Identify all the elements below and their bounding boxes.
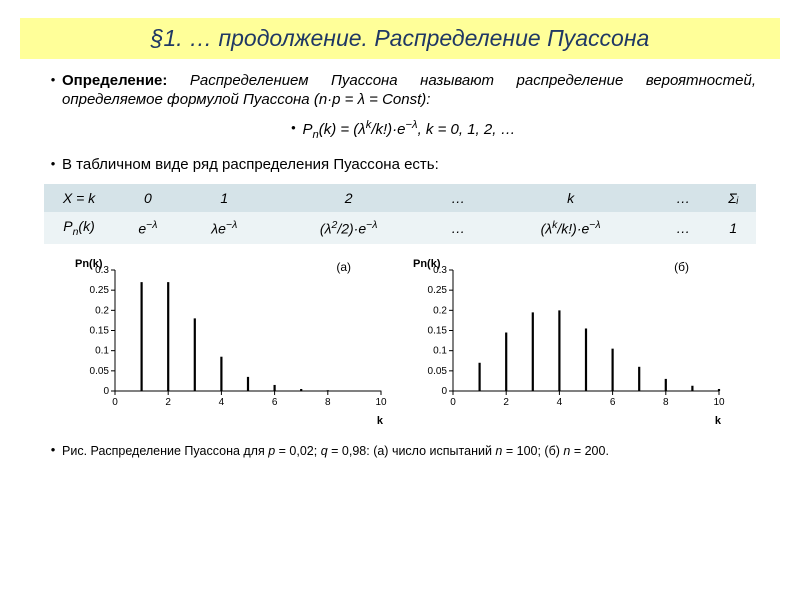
svg-text:0.25: 0.25	[90, 285, 110, 296]
page-title: §1. … продолжение. Распределение Пуассон…	[20, 18, 780, 59]
definition-row: • Определение: Распределением Пуассона н…	[44, 71, 756, 109]
table-cell: …	[431, 212, 486, 244]
svg-text:0.05: 0.05	[428, 366, 448, 377]
chart-a: Pn(k) (а) 024681000.050.10.150.20.250.3 …	[71, 258, 391, 423]
bullet-icon: •	[44, 443, 62, 457]
svg-text:0.05: 0.05	[90, 366, 110, 377]
charts-panel: Pn(k) (а) 024681000.050.10.150.20.250.3 …	[44, 258, 756, 423]
content: • Определение: Распределением Пуассона н…	[0, 71, 800, 459]
svg-text:6: 6	[610, 397, 616, 408]
svg-text:0.2: 0.2	[433, 305, 447, 316]
chart-b-ylabel: Pn(k)	[413, 258, 441, 270]
table-header-cell: 1	[182, 184, 267, 212]
table-cell: λe−λ	[182, 212, 267, 244]
chart-a-xlabel: k	[377, 415, 383, 427]
table-cell: 1	[711, 212, 756, 244]
table-header-row: X = k012…k…Σᵢ	[44, 184, 756, 212]
svg-text:0.1: 0.1	[433, 345, 447, 356]
svg-text:6: 6	[272, 397, 278, 408]
table-header-cell: 0	[114, 184, 182, 212]
distribution-table: X = k012…k…Σᵢ Pn(k)e−λλe−λ(λ2/2)·e−λ…(λk…	[44, 184, 756, 244]
table-cell: (λk/k!)·e−λ	[486, 212, 656, 244]
chart-b-svg: 024681000.050.10.150.20.250.3	[409, 258, 729, 413]
svg-text:0: 0	[441, 386, 447, 397]
svg-text:2: 2	[165, 397, 171, 408]
svg-text:0.2: 0.2	[95, 305, 109, 316]
svg-text:10: 10	[375, 397, 387, 408]
bullet-icon: •	[284, 119, 302, 137]
table-body-row: Pn(k)e−λλe−λ(λ2/2)·e−λ…(λk/k!)·e−λ…1	[44, 212, 756, 244]
chart-a-svg: 024681000.050.10.150.20.250.3	[71, 258, 391, 413]
svg-text:4: 4	[219, 397, 225, 408]
svg-text:8: 8	[663, 397, 669, 408]
chart-b: Pn(k) (б) 024681000.050.10.150.20.250.3 …	[409, 258, 729, 423]
svg-text:2: 2	[503, 397, 509, 408]
table-header-cell: X = k	[44, 184, 114, 212]
chart-a-tag: (а)	[336, 260, 351, 274]
table-header-cell: …	[656, 184, 711, 212]
table-intro-row: • В табличном виде ряд распределения Пуа…	[44, 155, 756, 174]
bullet-icon: •	[44, 71, 62, 89]
table-row-label: Pn(k)	[44, 212, 114, 244]
formula-row: • Pn(k) = (λk/k!)·e−λ, k = 0, 1, 2, …	[44, 119, 756, 141]
table-intro: В табличном виде ряд распределения Пуасс…	[62, 155, 756, 174]
chart-b-tag: (б)	[674, 260, 689, 274]
svg-text:4: 4	[557, 397, 563, 408]
svg-text:0: 0	[112, 397, 118, 408]
svg-text:0.25: 0.25	[428, 285, 448, 296]
table-cell: e−λ	[114, 212, 182, 244]
svg-text:8: 8	[325, 397, 331, 408]
bullet-icon: •	[44, 155, 62, 173]
svg-text:10: 10	[713, 397, 725, 408]
table-cell: …	[656, 212, 711, 244]
definition-body: Распределением Пуассона называют распред…	[62, 72, 756, 108]
table-cell: (λ2/2)·e−λ	[267, 212, 431, 244]
table-header-cell: 2	[267, 184, 431, 212]
caption-row: • Рис. Распределение Пуассона для p = 0,…	[44, 443, 756, 459]
chart-b-xlabel: k	[715, 415, 721, 427]
table-header-cell: Σᵢ	[711, 184, 756, 212]
definition-bold: Определение:	[62, 72, 167, 89]
svg-text:0.15: 0.15	[90, 325, 110, 336]
table-header-cell: …	[431, 184, 486, 212]
chart-a-ylabel: Pn(k)	[75, 258, 103, 270]
definition-text: Определение: Распределением Пуассона наз…	[62, 71, 756, 109]
svg-text:0: 0	[450, 397, 456, 408]
caption-text: Рис. Распределение Пуассона для p = 0,02…	[62, 443, 756, 459]
svg-text:0.15: 0.15	[428, 325, 448, 336]
table-header-cell: k	[486, 184, 656, 212]
svg-text:0: 0	[103, 386, 109, 397]
svg-text:0.1: 0.1	[95, 345, 109, 356]
formula-text: Pn(k) = (λk/k!)·e−λ, k = 0, 1, 2, …	[302, 119, 515, 141]
